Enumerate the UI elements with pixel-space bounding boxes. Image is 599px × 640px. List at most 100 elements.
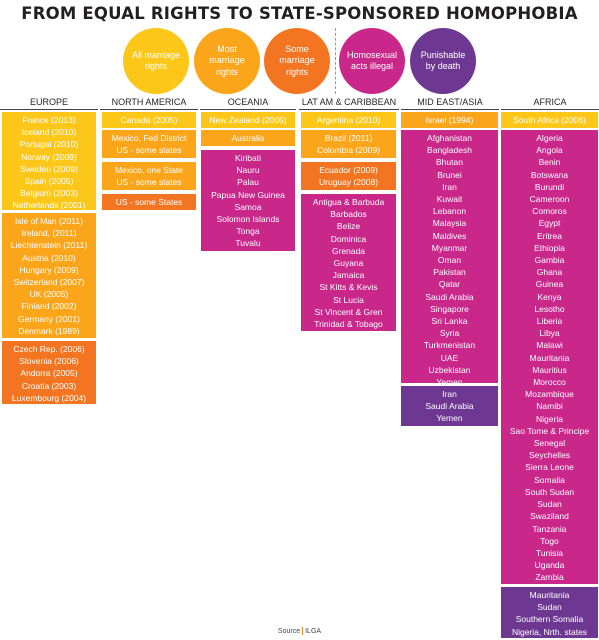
country-entry: Bhutan [436,157,463,168]
country-entry: Israel (1994) [425,115,474,125]
country-entry: Sierra Leone [525,462,574,473]
country-entry: Botswana [530,169,569,180]
country-entry: Cameroon [529,194,570,205]
country-entry: Denmark (1989) [18,325,80,336]
latam-all-rights-block: Argentina (2010) [301,112,396,128]
africa-death-block: Mauritania Sudan Southern Somalia Nigeria, … [501,587,598,638]
country-entry: Czech Rep. (2006) [13,344,85,354]
country-entry: Nauru [236,165,260,176]
country-entry: Barbados [330,209,367,220]
country-entry: South Africa (2006) [513,115,586,125]
country-entry: Samoa [234,201,262,212]
country-entry: Brunei [437,169,462,180]
africa-illegal-block: Algeria Angola Benin Botswana Burundi Cameroo… [501,130,598,595]
country-entry: Luxembourg (2004) [11,392,87,403]
country-entry: Malaysia [432,218,467,229]
north-america-most-rights-block-1: Mexico, Fed District US - some states [102,130,196,158]
region-header-mid-east-asia: MID EAST/ASIA [401,97,499,110]
country-entry: Slovenia (2006) [19,356,79,367]
north-america-most-rights-block-2: Mexico, one State US - some states [102,162,196,190]
north-america-all-rights-block: Canada (2005) [102,112,196,128]
mid-east-most-rights-block: Israel (1994) [401,112,498,128]
country-entry: St Lucia [333,294,364,305]
country-entry: Iran [442,389,457,399]
country-entry: Algeria [536,133,563,143]
country-entry: Portugal (2010) [19,139,79,150]
country-entry: Turkmenistan [423,340,476,351]
country-entry: Gambia [534,255,565,266]
country-entry: Egypt [538,218,561,229]
country-entry: Sao Tome & Principe [509,425,590,436]
country-entry: Oman [437,255,462,266]
country-entry: Mauritania [529,590,570,600]
country-entry: Antigua & Barbuda [312,197,385,207]
country-entry: Malawi [536,340,563,351]
country-entry: Seychelles [528,450,571,461]
country-entry: Mexico, one State [114,165,184,175]
country-entry: Isle of Man (2011) [15,216,83,226]
country-entry: Grenada [331,245,366,256]
country-entry: UAE [440,352,459,363]
country-entry: Namibi [536,401,563,412]
oceania-illegal-block: Kiribati Nauru Palau Papua New Guinea Samoa S… [201,150,295,251]
country-entry: Guinea [535,279,564,290]
latam-most-rights-block: Brazil (2011) Colombia (2009) [301,130,396,158]
country-entry: Dominica [330,233,367,244]
latam-illegal-block: Antigua & Barbuda Barbados Belize Dominica G… [301,194,396,331]
chart-title: FROM EQUAL RIGHTS TO STATE-SPONSORED HOM… [21,4,578,23]
country-entry: Finland (2002) [21,301,77,312]
country-entry: Mozambique [525,389,574,400]
country-entry: Spain (2005) [24,176,74,187]
country-entry: Australia [231,133,265,143]
country-entry: Lebanon [432,206,467,217]
latam-some-rights-block: Ecuador (2009) Uruguay (2008) [301,162,396,190]
country-entry: Tuvalu [235,238,261,249]
country-entry: Syria [439,328,460,339]
region-header-europe: EUROPE [0,97,98,110]
country-entry: Senegal [533,438,566,449]
country-entry: Germany (2001) [18,313,80,324]
africa-all-rights-block: South Africa (2006) [501,112,598,128]
oceania-most-rights-block: Australia [201,130,295,146]
source-divider [302,627,304,635]
region-header-north-america: NORTH AMERICA [100,97,198,110]
country-entry: Ireland, (2011) [21,228,77,239]
country-entry: St Vincent & Gren [314,306,383,317]
country-entry: Belgium (2003) [20,188,78,199]
legend-punishable-by-death: Punishable by death [410,28,476,94]
legend-some-marriage-rights: Some marriage rights [264,28,330,94]
country-entry: Tanzania [532,523,567,534]
country-entry: Guyana [333,258,364,269]
source-value: ILGA [305,627,322,635]
country-entry: Saudi Arabia [425,291,474,302]
country-entry: Switzerland (2007) [13,277,85,288]
country-entry: Sweden (2009) [20,163,78,174]
region-header-oceania: OCEANIA [200,97,296,110]
country-entry: Yemen [436,413,463,424]
country-entry: Ethiopia [534,242,565,253]
country-entry: Togo [540,535,559,546]
country-entry: Brazil (2011) [324,133,373,143]
country-entry: Iceland (2010) [21,127,77,138]
legend-most-marriage-rights: Most marriage rights [194,28,260,94]
country-entry: Kiribati [235,153,261,163]
oceania-all-rights-block: New Zealand (2005) [201,112,295,128]
source-label: Source [277,627,301,635]
country-entry: US - some states [116,145,182,156]
north-america-some-rights-block: US - some States [102,194,196,210]
mid-east-illegal-block: Afghanistan Bangladesh Bhutan Brunei Iran Kuw… [401,130,498,387]
country-entry: Morocco [533,377,566,388]
country-entry: Tonga [236,226,260,237]
country-entry: Afghanistan [427,133,472,143]
country-entry: Libya [539,328,560,339]
country-entry: Netherlands (2001) [12,200,86,211]
country-entry: Pakistan [433,267,466,278]
country-entry: Sri Lanka [431,316,468,327]
country-entry: Lesotho [534,303,565,314]
country-entry: Saudi Arabia [425,401,474,412]
country-entry: Uruguay (2008) [318,177,379,188]
country-entry: UK (2005) [29,289,69,300]
country-entry: Belize [336,221,361,232]
country-entry: New Zealand (2005) [209,115,287,125]
country-entry: Ecuador (2009) [319,165,378,175]
